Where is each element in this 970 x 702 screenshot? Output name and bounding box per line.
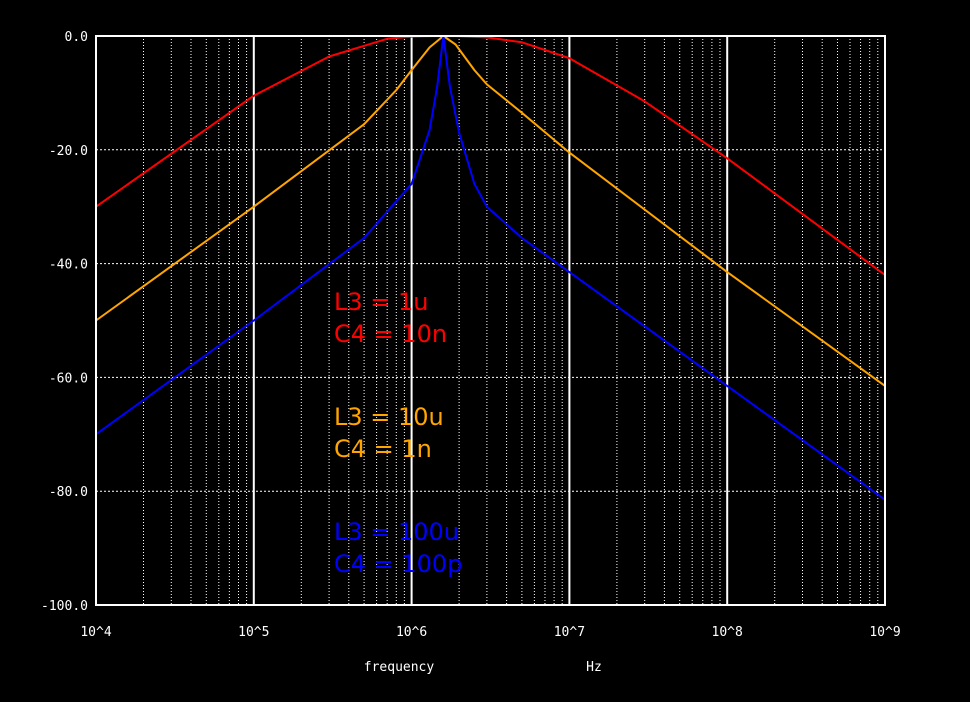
x-axis-label: frequency (364, 660, 435, 675)
series-line-3 (95, 35, 886, 501)
y-tick-label: -60.0 (49, 371, 88, 386)
annotation-text: L3 = 100u (334, 518, 459, 546)
y-tick-label: -20.0 (49, 144, 88, 159)
x-tick-label: 10^7 (554, 625, 585, 640)
annotation-text: L3 = 10u (334, 403, 444, 431)
annotation-layer: L3 = 1u C4 = 10n L3 = 10u C4 = 1n L3 = 100u C… (334, 288, 462, 578)
annotation-text: C4 = 1n (334, 435, 432, 463)
x-axis-unit: Hz (586, 660, 602, 675)
x-tick-label: 10^5 (238, 625, 269, 640)
x-tick-label: 10^8 (712, 625, 743, 640)
annotation-text: C4 = 100p (334, 550, 462, 578)
x-tick-label: 10^6 (396, 625, 427, 640)
x-tick-label: 10^9 (869, 625, 900, 640)
plot-frame (95, 35, 886, 606)
annotation-text: L3 = 1u (334, 288, 429, 316)
annotation-text: C4 = 10n (334, 320, 447, 348)
tick-label-layer: 10^4 10^5 10^6 10^7 10^8 10^9 0.0 -20.0 -40.0 -60… (41, 30, 901, 640)
y-tick-label: -80.0 (49, 485, 88, 500)
y-tick-label: -100.0 (41, 599, 88, 614)
plot-border (95, 35, 886, 606)
series-line-2 (95, 35, 886, 387)
y-tick-label: -40.0 (49, 258, 88, 273)
y-tick-label: 0.0 (65, 30, 88, 45)
x-tick-label: 10^4 (80, 625, 111, 640)
